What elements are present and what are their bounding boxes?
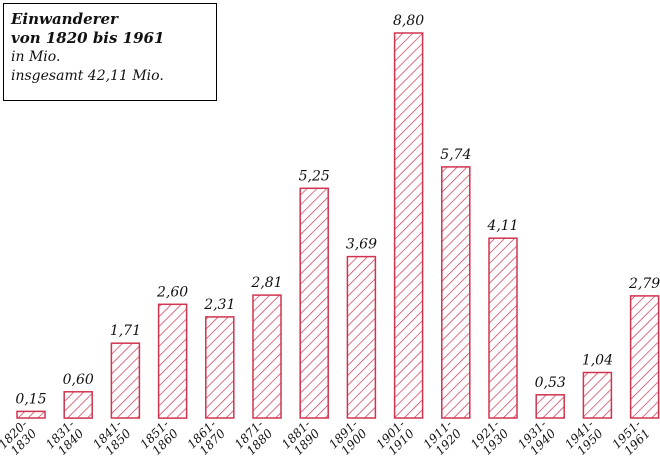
- bars-group: [16, 32, 660, 419]
- bar-1: [63, 391, 93, 419]
- value-label-10: 4,11: [486, 218, 518, 234]
- category-label-2: 1841-1850: [90, 417, 134, 461]
- category-label-13: 1951-1961: [609, 417, 653, 461]
- bar-10: [488, 237, 518, 419]
- category-label-3: 1851-1860: [137, 417, 181, 461]
- bar-9: [441, 166, 471, 419]
- bar-6: [299, 187, 329, 419]
- value-label-4: 2,31: [203, 297, 235, 313]
- category-label-12: 1941-1950: [562, 417, 606, 461]
- legend-box: Einwanderer von 1820 bis 1961 in Mio. in…: [3, 3, 217, 101]
- bar-13: [629, 295, 660, 419]
- value-label-3: 2,60: [156, 284, 188, 300]
- bar-5: [252, 294, 282, 419]
- category-label-7: 1891-1900: [326, 417, 370, 461]
- category-label-8: 1901-1910: [373, 417, 417, 461]
- value-label-9: 5,74: [440, 147, 471, 163]
- category-labels-group: 1820-1830 1831-1840 1841-1850 1851-1860 1861…: [0, 417, 653, 461]
- unit-label: in Mio.: [11, 49, 61, 65]
- bar-3: [157, 303, 188, 419]
- category-label-1: 1831-1840: [43, 417, 87, 461]
- value-label-5: 2,81: [250, 275, 282, 291]
- category-label-0: 1820-1830: [0, 417, 40, 461]
- value-labels-group: 0,15 0,60 1,71 2,60 2,31 2,81 5,25 3,69 8,80 5,74…: [15, 13, 660, 407]
- bar-7: [346, 255, 377, 419]
- value-label-8: 8,80: [393, 13, 424, 29]
- total-label: insgesamt 42,11 Mio.: [11, 68, 164, 84]
- value-label-11: 0,53: [535, 375, 566, 391]
- bar-8: [393, 32, 424, 419]
- category-label-4: 1861-1870: [185, 417, 229, 461]
- value-label-1: 0,60: [63, 372, 94, 388]
- bar-4: [205, 316, 235, 419]
- category-label-9: 1911-1920: [421, 417, 465, 461]
- category-label-5: 1871-1880: [232, 417, 276, 461]
- chart-title-line-1: Einwanderer: [11, 10, 118, 28]
- bar-12: [582, 371, 613, 419]
- chart-title-line-2: von 1820 bis 1961: [11, 29, 165, 47]
- category-label-10: 1921-1930: [468, 417, 512, 461]
- value-label-7: 3,69: [346, 237, 377, 253]
- category-label-11: 1931-1940: [515, 417, 559, 461]
- value-label-6: 5,25: [299, 168, 330, 184]
- value-label-13: 2,79: [628, 276, 660, 292]
- value-label-0: 0,15: [15, 391, 46, 407]
- value-label-12: 1,04: [582, 353, 613, 369]
- value-label-2: 1,71: [110, 323, 141, 339]
- bar-11: [535, 394, 565, 419]
- bar-0: [16, 410, 46, 419]
- bar-2: [110, 342, 141, 419]
- category-label-6: 1881-1890: [279, 417, 323, 461]
